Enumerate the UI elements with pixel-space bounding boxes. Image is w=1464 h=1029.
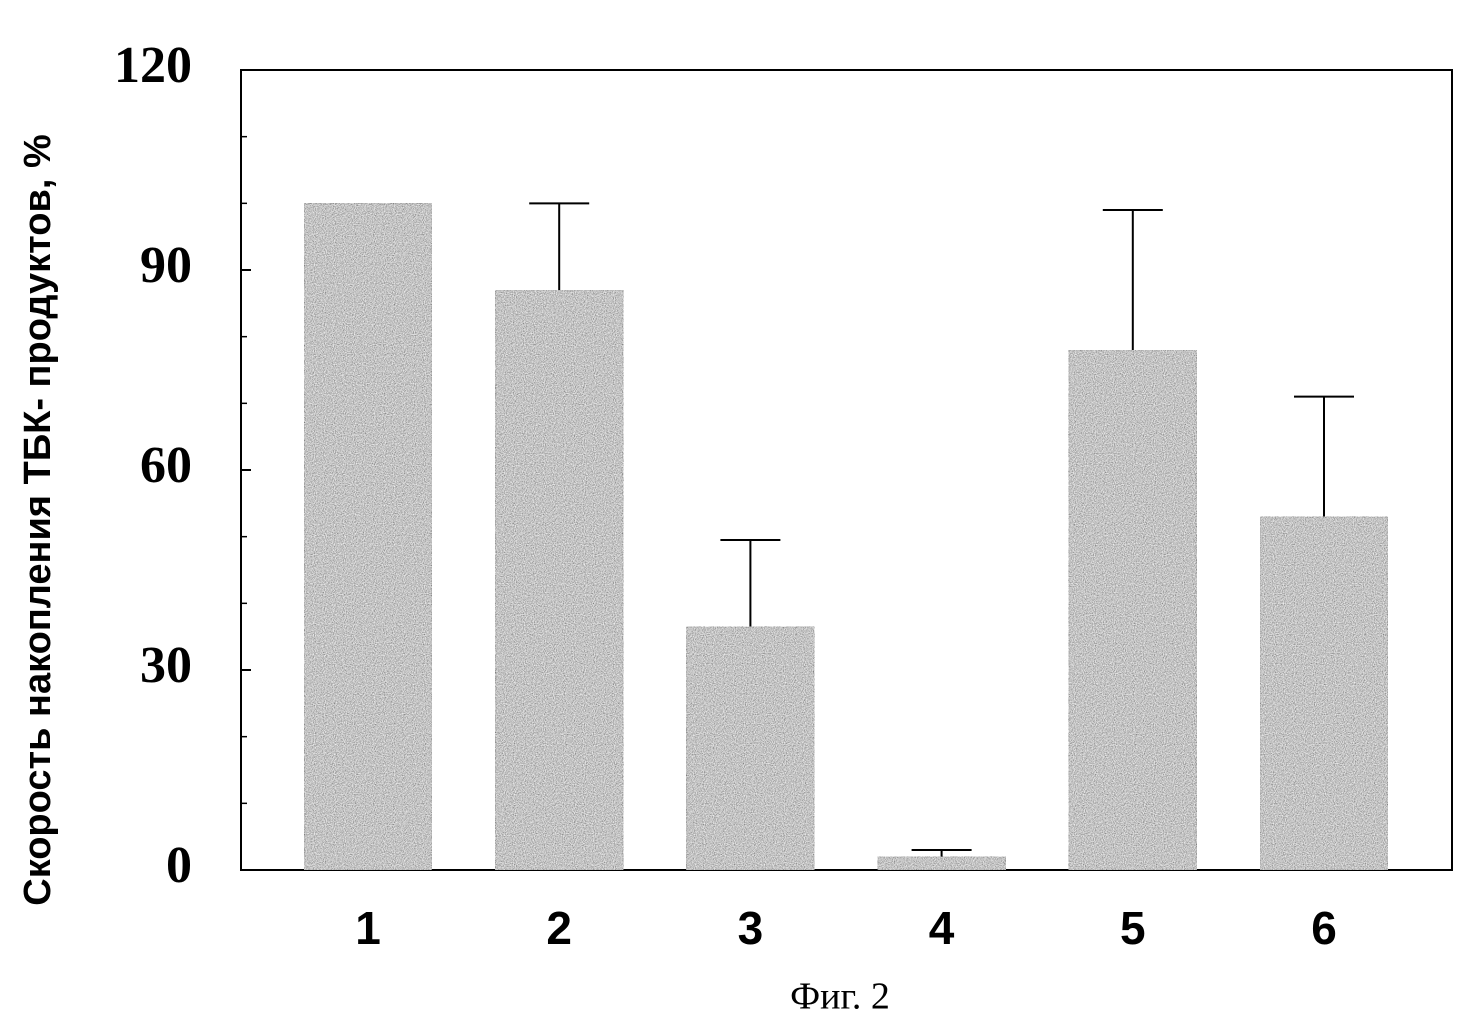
bar (878, 857, 1006, 870)
y-axis-title: Скорость накопления ТБК- продуктов, % (17, 134, 59, 905)
bar (1069, 350, 1197, 870)
bar (686, 627, 814, 870)
bar (1260, 517, 1388, 870)
x-tick-label: 3 (738, 902, 764, 954)
error-bar (1103, 210, 1163, 350)
y-tick-label: 0 (166, 837, 192, 894)
y-tick-label: 120 (114, 37, 192, 94)
x-tick-label: 5 (1120, 902, 1146, 954)
chart: Скорость накопления ТБК- продуктов, % Фи… (0, 0, 1464, 1029)
x-tick-label: 6 (1311, 902, 1337, 954)
y-tick-label: 60 (140, 437, 192, 494)
x-tick-label: 2 (546, 902, 572, 954)
error-bar (912, 850, 972, 857)
x-tick-label: 4 (929, 902, 955, 954)
bar (304, 203, 432, 870)
bar (495, 290, 623, 870)
error-bar (1294, 397, 1354, 517)
y-tick-label: 30 (140, 637, 192, 694)
caption: Фиг. 2 (790, 976, 890, 1018)
y-tick-label: 90 (140, 237, 192, 294)
error-bar (720, 540, 780, 627)
error-bar (529, 203, 589, 290)
x-tick-label: 1 (355, 902, 381, 954)
